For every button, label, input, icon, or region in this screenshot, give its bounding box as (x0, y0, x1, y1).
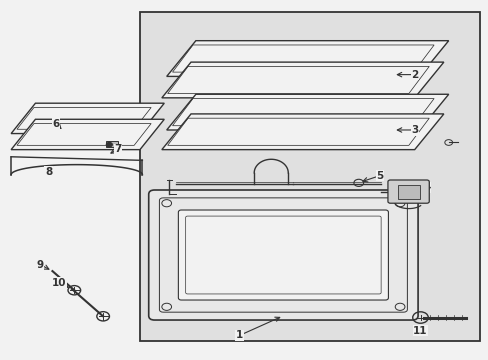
Text: 5: 5 (375, 171, 383, 181)
FancyBboxPatch shape (178, 210, 387, 300)
Text: 1: 1 (236, 330, 243, 341)
Polygon shape (11, 119, 164, 150)
Text: 8: 8 (45, 167, 52, 177)
Text: 3: 3 (410, 125, 417, 135)
Polygon shape (162, 62, 443, 98)
Polygon shape (11, 103, 164, 134)
Text: 10: 10 (51, 278, 66, 288)
Polygon shape (166, 94, 448, 130)
Text: 4: 4 (422, 182, 429, 192)
Text: 9: 9 (37, 260, 44, 270)
Bar (106, 141, 118, 147)
FancyBboxPatch shape (387, 180, 428, 203)
Text: 2: 2 (410, 69, 417, 80)
FancyBboxPatch shape (397, 185, 419, 199)
Bar (140, 12, 479, 341)
Polygon shape (162, 114, 443, 150)
Circle shape (106, 143, 112, 147)
Text: 7: 7 (114, 144, 122, 154)
Text: 6: 6 (53, 118, 60, 129)
Polygon shape (166, 41, 448, 76)
FancyBboxPatch shape (148, 190, 417, 320)
Text: 11: 11 (412, 326, 427, 336)
